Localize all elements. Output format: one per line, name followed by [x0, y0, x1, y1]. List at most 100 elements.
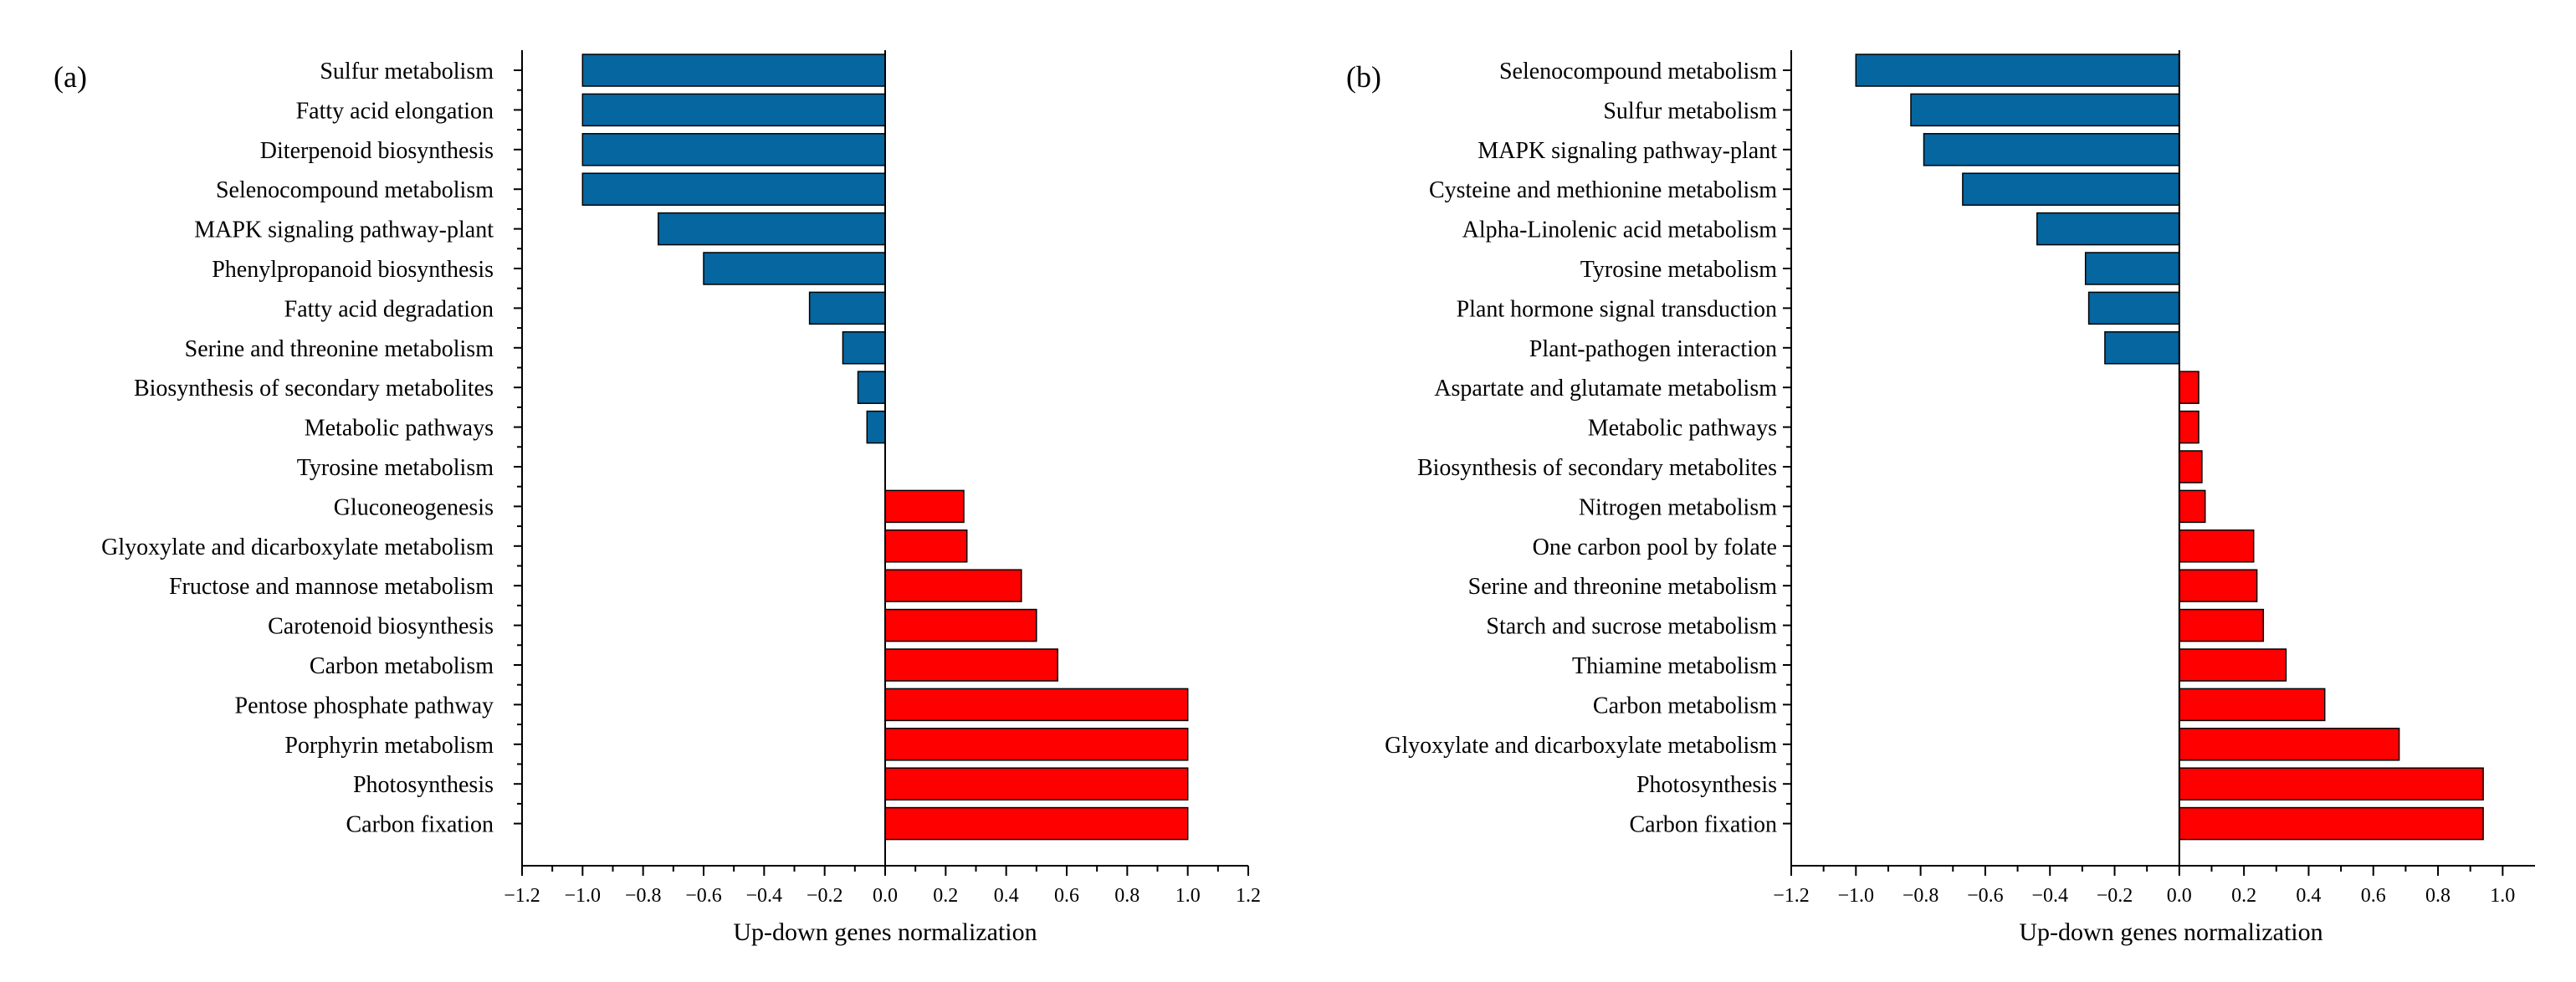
x-tick-label: 1.2	[1236, 885, 1261, 907]
category-label: Serine and threonine metabolism	[1468, 574, 1778, 600]
category-label: Glyoxylate and dicarboxylate metabolism	[101, 534, 494, 560]
bar	[2179, 489, 2206, 524]
bar	[581, 172, 886, 206]
bar	[884, 489, 965, 524]
x-tick-label: −0.2	[807, 885, 843, 907]
bar	[2179, 371, 2200, 404]
category-label: Fatty acid elongation	[296, 98, 494, 124]
bar	[1923, 133, 2180, 166]
category-label: Serine and threonine metabolism	[185, 336, 494, 362]
category-label: Aspartate and glutamate metabolism	[1434, 376, 1777, 401]
category-label: Phenylpropanoid biosynthesis	[212, 257, 494, 283]
category-label: Sulfur metabolism	[320, 59, 494, 84]
bar	[884, 648, 1058, 682]
bar	[1855, 54, 2180, 87]
panel-b-label: (b)	[1346, 60, 1381, 94]
x-tick-label: −0.2	[2097, 885, 2133, 907]
bar	[2179, 410, 2200, 444]
panel-b-x-ticks: −1.2 −1.0 −0.8 −0.6 −0.4 −0.2 0.0 0.2 0.4 0.6 0.8 1…	[1773, 69, 2515, 907]
category-label: Tyrosine metabolism	[1580, 257, 1777, 283]
bar	[884, 767, 1189, 800]
category-label: Carotenoid biosynthesis	[268, 614, 494, 640]
category-label: Selenocompound metabolism	[216, 177, 494, 203]
category-label: Porphyrin metabolism	[284, 733, 494, 759]
category-label: Nitrogen metabolism	[1579, 494, 1777, 520]
bar	[842, 331, 886, 365]
category-label: Diterpenoid biosynthesis	[260, 138, 494, 164]
category-label: Carbon metabolism	[310, 653, 494, 679]
category-label: Thiamine metabolism	[1572, 653, 1777, 679]
bar	[2179, 450, 2203, 483]
x-tick-label: −0.6	[1967, 885, 2004, 907]
x-tick-label: 0.6	[1054, 885, 1079, 907]
bar	[2087, 291, 2180, 325]
bar	[703, 252, 886, 285]
bar	[1910, 93, 2180, 127]
panel-a-label: (a)	[54, 60, 87, 94]
x-tick-label: 1.0	[2490, 885, 2515, 907]
category-label: Selenocompound metabolism	[1499, 59, 1777, 84]
panel-a-x-axis-title: Up-down genes normalization	[733, 918, 1037, 946]
x-tick-label: −0.4	[2031, 885, 2068, 907]
category-label: Plant-pathogen interaction	[1529, 336, 1777, 362]
x-tick-label: −1.2	[1773, 885, 1810, 907]
bar	[2179, 767, 2484, 800]
bar	[581, 93, 886, 127]
category-label: Carbon metabolism	[1593, 693, 1777, 719]
bar	[884, 569, 1022, 602]
x-tick-label: −0.4	[746, 885, 783, 907]
bar	[2179, 569, 2258, 602]
category-label: Fructose and mannose metabolism	[169, 574, 494, 600]
panel-b-bars	[1855, 54, 2484, 841]
category-label: One carbon pool by folate	[1533, 534, 1777, 560]
x-tick-label: −0.8	[625, 885, 662, 907]
category-label: Starch and sucrose metabolism	[1486, 614, 1777, 640]
bar	[884, 608, 1037, 642]
bar	[884, 728, 1189, 761]
category-label: MAPK signaling pathway-plant	[194, 217, 494, 243]
bar	[866, 410, 886, 444]
category-label: Biosynthesis of secondary metabolites	[134, 376, 494, 401]
x-tick-label: 0.8	[1114, 885, 1139, 907]
panel-b-axes	[1790, 50, 2535, 867]
panel-a-bars	[581, 54, 1189, 841]
category-label: Carbon fixation	[1629, 812, 1777, 838]
x-tick-label: 0.4	[2296, 885, 2321, 907]
bar	[1962, 172, 2180, 206]
x-tick-label: 0.6	[2361, 885, 2386, 907]
category-label: Cysteine and methionine metabolism	[1429, 177, 1777, 203]
bar	[2084, 252, 2180, 285]
bar	[2179, 648, 2287, 682]
category-label: Metabolic pathways	[1588, 416, 1777, 442]
bar	[581, 133, 886, 166]
x-tick-label: 0.2	[933, 885, 958, 907]
bar	[884, 688, 1189, 722]
x-tick-label: 0.2	[2231, 885, 2256, 907]
x-tick-label: −1.0	[565, 885, 602, 907]
x-tick-label: −0.8	[1903, 885, 1939, 907]
category-label: Gluconeogenesis	[334, 494, 494, 520]
panel-a-category-labels: Sulfur metabolism Fatty acid elongation Di…	[101, 59, 494, 838]
bar	[2179, 608, 2265, 642]
x-tick-label: −1.2	[504, 885, 540, 907]
bar	[2179, 806, 2484, 841]
x-tick-label: −0.6	[685, 885, 722, 907]
bar	[581, 54, 886, 87]
category-label: MAPK signaling pathway-plant	[1477, 138, 1777, 164]
category-label: Photosynthesis	[1636, 772, 1777, 798]
x-tick-label: 0.0	[873, 885, 898, 907]
bar	[2179, 688, 2326, 722]
category-label: Photosynthesis	[353, 772, 494, 798]
panel-b-x-axis-title: Up-down genes normalization	[2019, 918, 2322, 946]
category-label: Pentose phosphate pathway	[235, 693, 494, 719]
x-tick-label: −1.0	[1838, 885, 1875, 907]
category-label: Alpha-Linolenic acid metabolism	[1462, 217, 1778, 243]
panel-a-x-ticks: −1.2 −1.0 −0.8 −0.6 −0.4 −0.2 0.0 0.2 0.4 0.6 0.8 1…	[504, 69, 1261, 907]
bar	[2104, 331, 2180, 365]
bar	[2179, 728, 2400, 761]
category-label: Biosynthesis of secondary metabolites	[1417, 455, 1777, 481]
category-label: Plant hormone signal transduction	[1457, 296, 1777, 322]
x-tick-label: 0.0	[2167, 885, 2192, 907]
panel-b-category-labels: Selenocompound metabolism Sulfur metaboli…	[1385, 59, 1777, 838]
